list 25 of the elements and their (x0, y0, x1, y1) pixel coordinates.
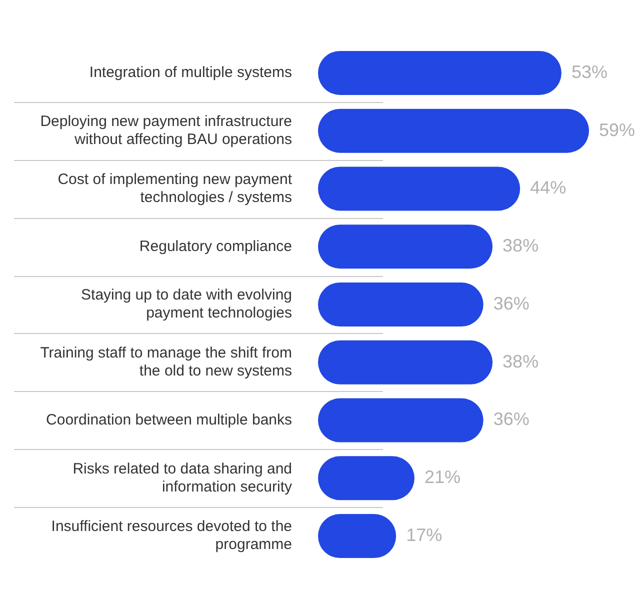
y-tick-label: Regulatory compliance (139, 238, 292, 255)
y-tick-label: Risks related to data sharing and information security (72, 460, 292, 496)
data-label: 36% (493, 293, 530, 314)
y-tick-label: Training staff to manage the shift from the old to new systems (40, 344, 292, 380)
bar (318, 282, 484, 326)
y-tick-label: Staying up to date with evolving payment technologies (81, 286, 292, 322)
bar (318, 398, 484, 442)
bar (318, 166, 520, 211)
data-label: 36% (493, 409, 530, 430)
data-label: 44% (530, 178, 566, 198)
data-label: 17% (406, 525, 442, 546)
bar (318, 50, 562, 95)
bar (318, 224, 493, 269)
data-label: 53% (571, 62, 608, 82)
data-label: 59% (599, 120, 636, 140)
bar (318, 108, 589, 153)
y-tick-label: Deploying new payment infrastructure without affecting BAU operations (40, 112, 292, 148)
data-label: 38% (502, 236, 539, 256)
bar (318, 340, 493, 384)
y-tick-label: Insufficient resources devoted to the programme (51, 518, 292, 554)
data-label: 21% (424, 467, 460, 488)
y-tick-label: Coordination between multiple banks (46, 411, 292, 428)
data-label: 38% (502, 351, 539, 372)
y-tick-label: Cost of implementing new payment technologies / systems (58, 170, 293, 206)
y-tick-label: Integration of multiple systems (89, 64, 292, 82)
